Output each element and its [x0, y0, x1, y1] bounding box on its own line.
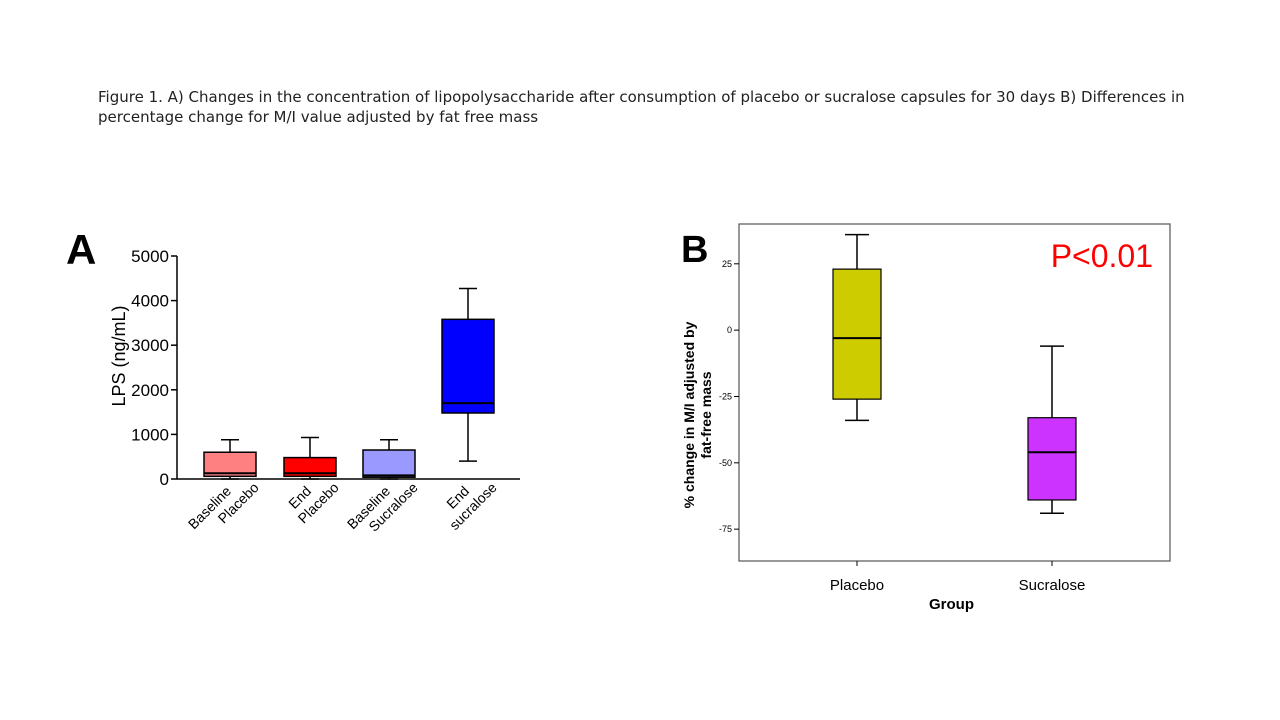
- panel-b-letter: B: [681, 229, 709, 271]
- y-axis-label-a: LPS (ng/mL): [109, 305, 129, 406]
- x-tick-label-b-2: Sucralose: [1019, 577, 1086, 594]
- box-a-4: [441, 287, 495, 462]
- box-a-2: [283, 436, 337, 480]
- box-a-3: [362, 439, 416, 480]
- x-axis-label-b: Group: [929, 596, 974, 613]
- box-body: [832, 268, 882, 400]
- box-body: [441, 318, 495, 414]
- y-tick-label-a: 0: [160, 470, 169, 489]
- y-axis-label-b: % change in M/I adjusted byfat-free mass: [681, 321, 714, 508]
- y-tick-label-a: 4000: [131, 292, 169, 311]
- y-tick-label-a: 2000: [131, 381, 169, 400]
- figure-caption: Figure 1. A) Changes in the concentratio…: [98, 88, 1185, 126]
- y-tick-label-b: -25: [719, 391, 732, 401]
- box-body: [283, 456, 337, 478]
- y-tick-label-a: 1000: [131, 425, 169, 444]
- y-tick-label-a: 3000: [131, 336, 169, 355]
- x-tick-label-b-1: Placebo: [830, 577, 884, 594]
- box-b-1: [832, 233, 882, 422]
- plot-frame-b: [738, 223, 1171, 562]
- box-a-1: [203, 439, 257, 480]
- y-tick-label-b: -75: [719, 524, 732, 534]
- y-axis-label-line: fat-free mass: [698, 371, 714, 458]
- panel-a-letter: A: [66, 226, 97, 273]
- p-value-annotation: P<0.01: [1051, 238, 1153, 274]
- box-body: [1027, 417, 1077, 501]
- y-tick-label-a: 5000: [131, 247, 169, 266]
- y-tick-label-b: 25: [722, 259, 732, 269]
- y-tick-label-b: 0: [727, 325, 732, 335]
- y-axis-label-line: % change in M/I adjusted by: [681, 321, 697, 508]
- box-b-2: [1027, 345, 1077, 514]
- y-tick-label-b: -50: [719, 458, 732, 468]
- box-body: [362, 449, 416, 478]
